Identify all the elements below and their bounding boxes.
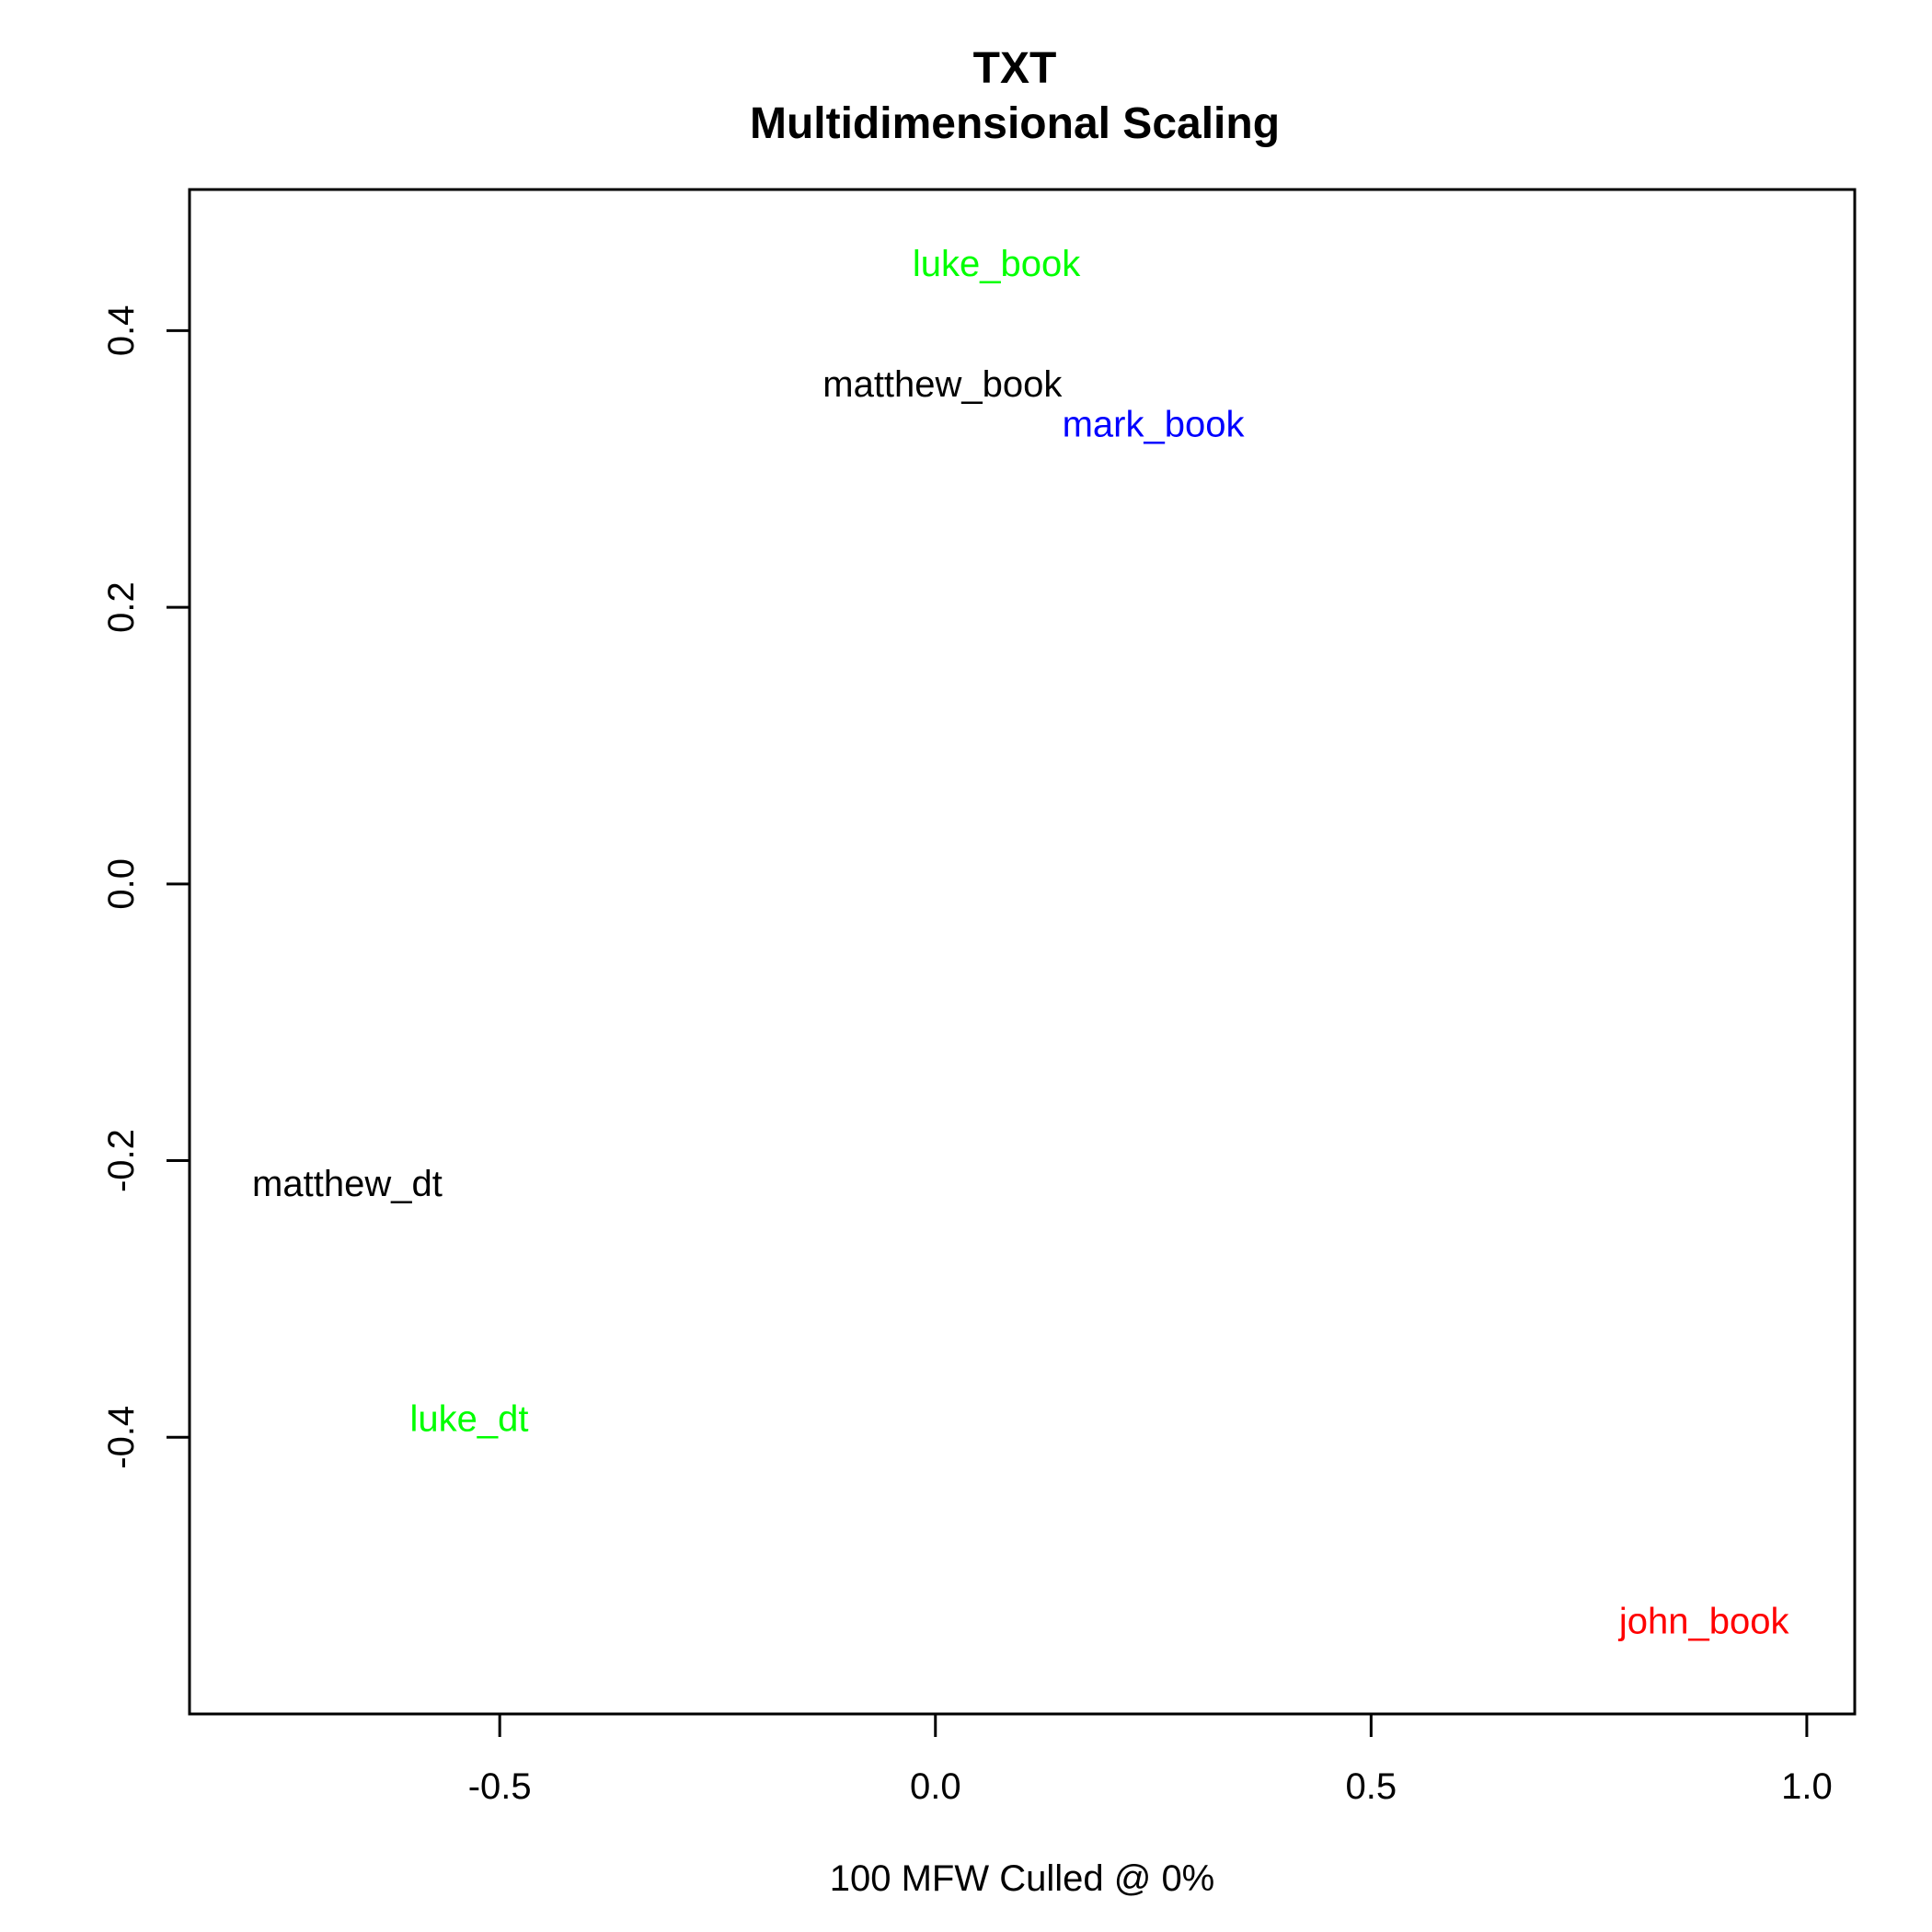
point-label-luke-dt: luke_dt bbox=[410, 1399, 529, 1440]
point-label-luke-book: luke_book bbox=[913, 244, 1081, 284]
y-tick-label: 0.2 bbox=[101, 581, 142, 633]
point-label-john-book: john_book bbox=[1618, 1601, 1790, 1641]
chart-title: TXT bbox=[973, 44, 1057, 93]
x-tick-label: 0.5 bbox=[1346, 1766, 1397, 1807]
x-tick-label: 0.0 bbox=[910, 1766, 961, 1807]
chart-subtitle: Multidimensional Scaling bbox=[750, 99, 1280, 148]
point-label-mark-book: mark_book bbox=[1063, 405, 1246, 445]
y-tick-label: 0.0 bbox=[101, 858, 142, 910]
y-tick-label: -0.4 bbox=[101, 1406, 142, 1469]
y-tick-label: -0.2 bbox=[101, 1129, 142, 1192]
x-axis: -0.5 0.0 0.5 1.0 bbox=[468, 1712, 1833, 1807]
x-tick-label: 1.0 bbox=[1781, 1766, 1833, 1807]
point-label-matthew-book: matthew_book bbox=[822, 364, 1063, 405]
y-axis: -0.4 -0.2 0.0 0.2 0.4 bbox=[101, 305, 191, 1469]
plot-frame bbox=[188, 188, 1857, 1716]
x-axis-label: 100 MFW Culled @ 0% bbox=[830, 1858, 1215, 1899]
y-tick-label: 0.4 bbox=[101, 305, 142, 357]
x-tick-label: -0.5 bbox=[468, 1766, 532, 1807]
point-label-matthew-dt: matthew_dt bbox=[252, 1164, 443, 1204]
